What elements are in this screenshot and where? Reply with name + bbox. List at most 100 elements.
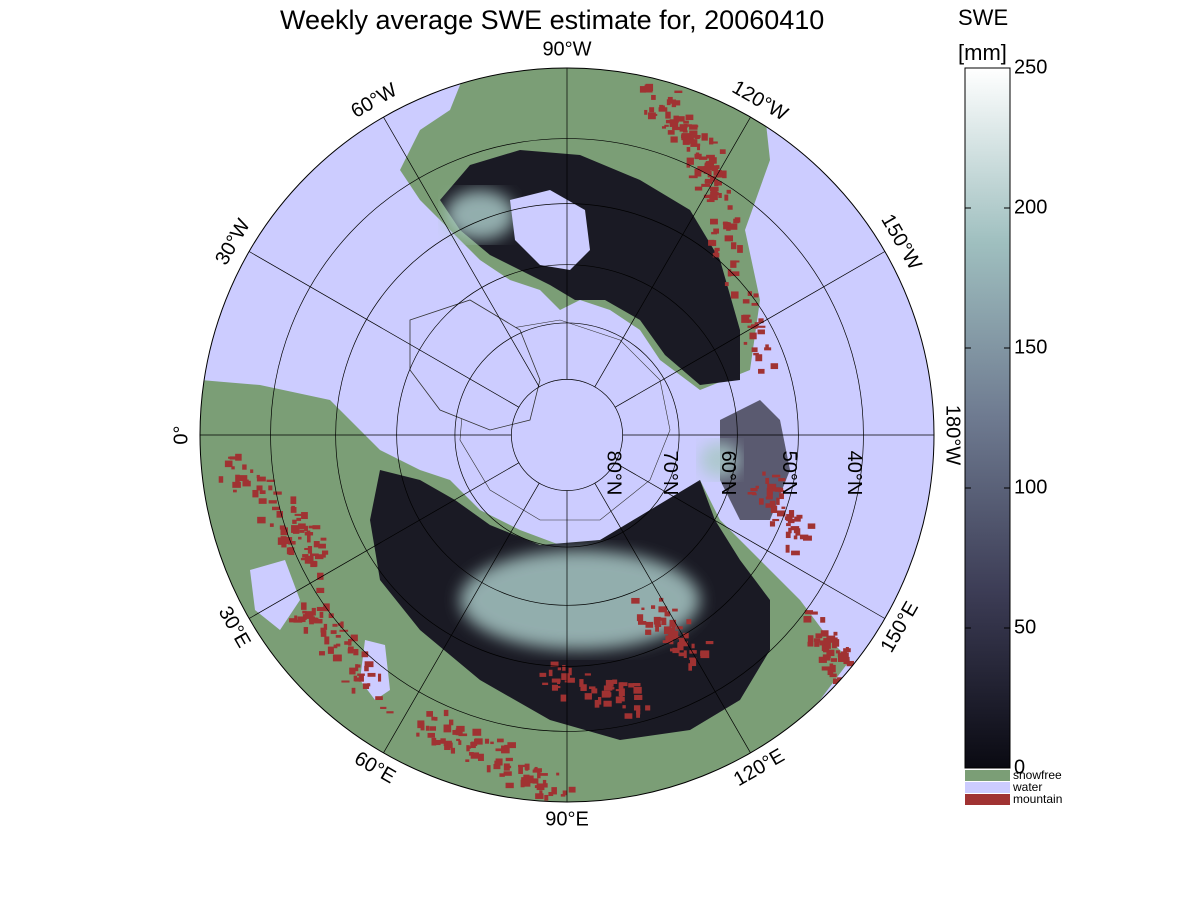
mountain-patch	[831, 664, 836, 673]
mountain-patch	[710, 218, 718, 225]
mountain-patch	[772, 487, 782, 491]
mountain-patch	[355, 664, 359, 672]
mountain-patch	[320, 537, 327, 541]
mountain-patch	[649, 107, 655, 113]
mountain-patch	[667, 99, 676, 104]
mountain-patch	[664, 611, 671, 617]
mountain-patch	[317, 572, 324, 580]
mountain-patch	[814, 641, 820, 647]
mountain-patch	[686, 157, 694, 165]
mountain-patch	[551, 787, 557, 795]
mountain-patch	[730, 242, 737, 250]
mountain-patch	[742, 314, 751, 318]
mountain-patch	[833, 631, 838, 636]
mountain-patch	[302, 614, 307, 620]
mountain-patch	[796, 514, 803, 519]
mountain-patch	[751, 302, 759, 306]
mountain-patch	[674, 630, 679, 638]
mountain-patch	[281, 541, 287, 548]
mountain-patch	[795, 528, 801, 536]
mountain-patch	[757, 329, 765, 335]
mountain-patch	[286, 547, 293, 555]
mountain-patch	[644, 84, 653, 93]
mountain-patch	[730, 291, 739, 299]
mountain-patch	[633, 705, 641, 711]
mountain-patch	[709, 137, 714, 145]
mountain-patch	[703, 165, 711, 174]
colorbar-unit: [mm]	[958, 40, 1007, 65]
mountain-patch	[668, 630, 676, 639]
mountain-patch	[747, 325, 752, 328]
mountain-patch	[787, 518, 795, 524]
mountain-patch	[608, 687, 615, 690]
mountain-patch	[468, 752, 474, 756]
mountain-patch	[632, 683, 641, 687]
mountain-patch	[691, 643, 695, 649]
mountain-patch	[551, 684, 558, 691]
mountain-patch	[335, 635, 341, 638]
mountain-patch	[724, 282, 729, 287]
mountain-patch	[771, 474, 781, 478]
mountain-patch	[714, 171, 722, 174]
mountain-patch	[465, 759, 470, 762]
mountain-patch	[318, 543, 326, 549]
meridian-line	[383, 482, 540, 754]
mountain-patch	[637, 620, 647, 625]
category-swatch	[965, 770, 1010, 781]
mountain-patch	[231, 466, 235, 470]
mountain-patch	[435, 739, 441, 746]
colorbar-gradient	[964, 67, 1011, 769]
mountain-patch	[518, 767, 523, 774]
mountain-patch	[689, 130, 698, 135]
graticule	[200, 68, 934, 802]
mountain-patch	[332, 623, 338, 627]
mountain-patch	[548, 792, 554, 797]
parallel-label: 50°N	[778, 451, 800, 496]
mountain-patch	[499, 773, 505, 777]
mountain-patch	[712, 252, 720, 258]
mountain-patch	[707, 160, 715, 164]
mountain-patch	[307, 546, 313, 554]
mountain-patch	[685, 114, 694, 121]
mountain-patch	[321, 550, 329, 555]
mountain-patch	[735, 260, 740, 263]
mountain-patch	[688, 175, 698, 179]
mountain-patch	[306, 534, 311, 543]
mountain-patch	[667, 627, 676, 632]
mountain-patch	[504, 744, 510, 749]
mountain-patch	[318, 554, 326, 558]
mountain-patch	[641, 607, 645, 610]
mountain-patch	[425, 725, 430, 731]
mountain-patch	[233, 489, 237, 493]
mountain-patch	[663, 626, 672, 635]
mountain-patch	[665, 111, 671, 119]
mountain-patch	[634, 694, 643, 700]
mountain-patch	[284, 537, 293, 543]
mountain-patch	[679, 637, 685, 644]
mountain-patch	[708, 157, 717, 164]
mountain-patch	[505, 782, 514, 789]
mountain-patch	[766, 487, 773, 495]
mountain-patch	[823, 638, 830, 645]
mountain-patch	[765, 344, 769, 348]
mountain-patch	[362, 683, 370, 689]
mountain-patch	[829, 673, 837, 678]
mountain-patch	[664, 124, 669, 127]
mountain-patch	[733, 218, 740, 224]
mountain-patch	[354, 677, 360, 682]
mountain-patch	[713, 228, 720, 234]
mountain-patch	[277, 537, 283, 545]
mountain-patch	[375, 696, 383, 701]
mountain-patch	[793, 526, 798, 534]
meridian-label: 0°	[170, 425, 192, 444]
mountain-patch	[785, 544, 790, 553]
category-label: water	[1012, 780, 1042, 794]
colorbar-tick-label: 0	[1014, 756, 1025, 778]
mountain-patch	[714, 248, 719, 254]
mountain-patch	[672, 608, 678, 612]
mountain-patch	[313, 541, 320, 548]
category-label: snowfree	[1013, 768, 1062, 782]
meridian-line	[383, 116, 540, 388]
mountain-patch	[280, 527, 288, 536]
